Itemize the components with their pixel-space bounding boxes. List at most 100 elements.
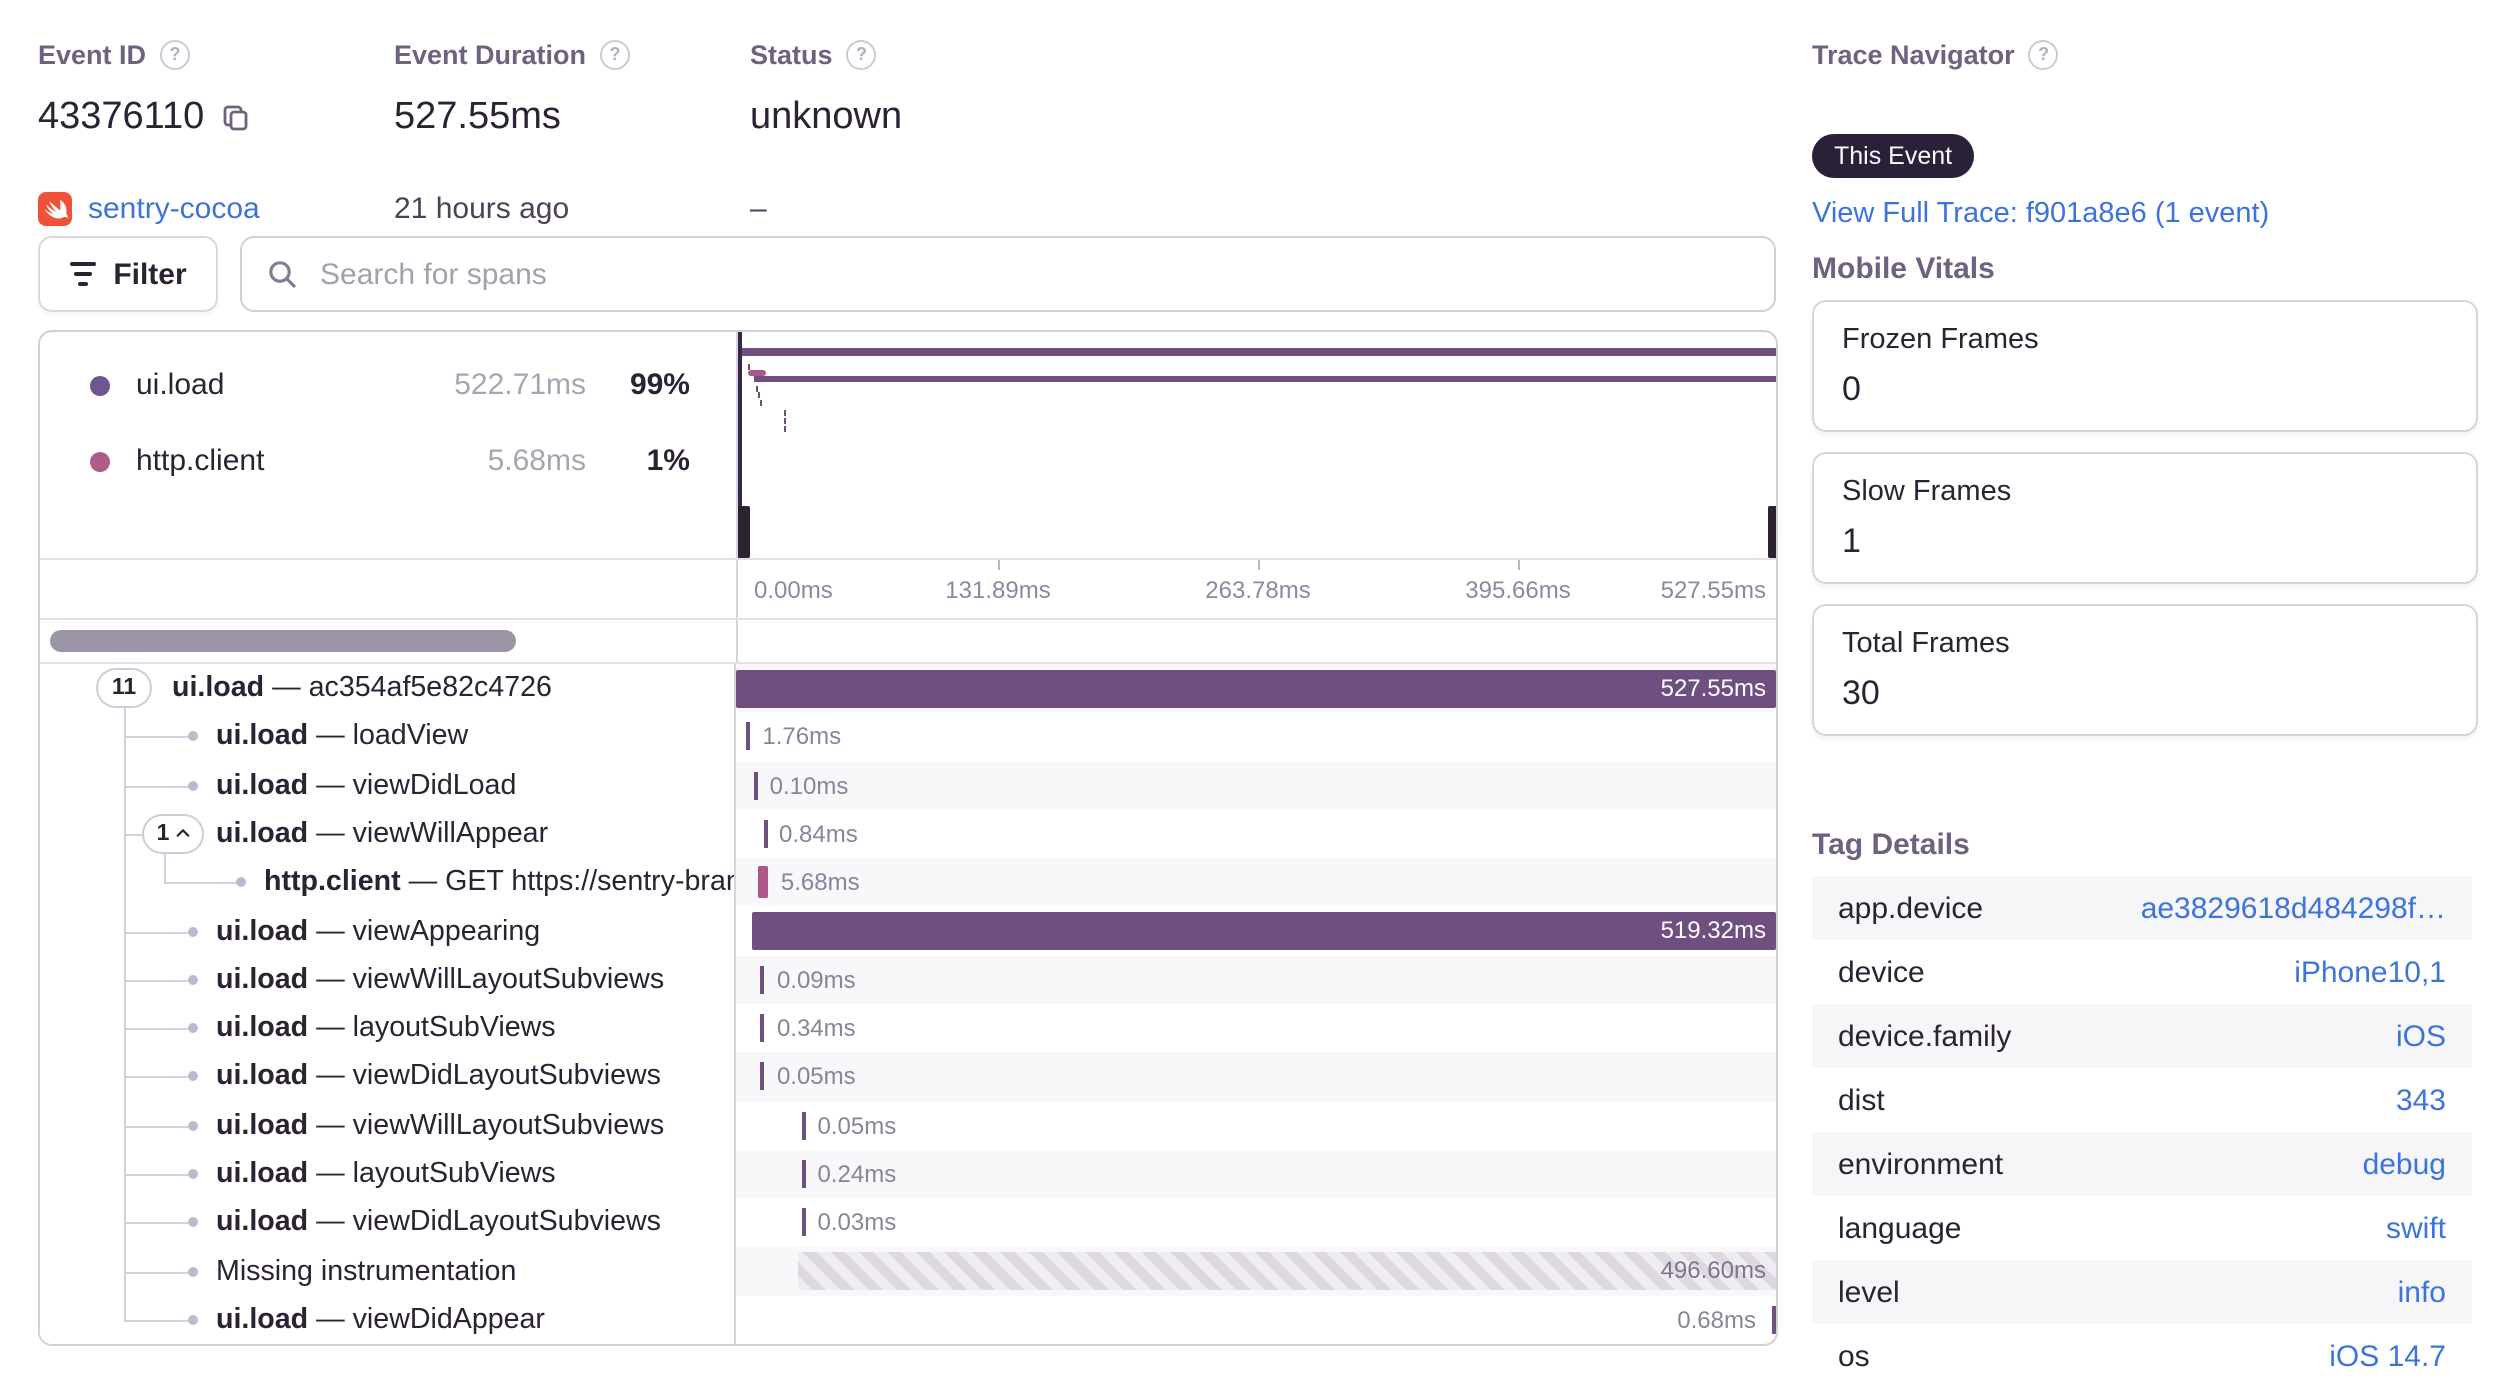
- span-row[interactable]: 11 ui.load — ac354af5e82c4726 527.55ms: [40, 664, 1776, 713]
- span-tree-cell[interactable]: http.client — GET https://sentry-brand.s…: [40, 858, 736, 907]
- span-duration-tick[interactable]: [801, 1159, 806, 1188]
- span-duration-tick[interactable]: [801, 1208, 806, 1237]
- span-waterfall-cell[interactable]: 0.10ms: [736, 761, 1776, 810]
- span-row[interactable]: ui.load — viewDidAppear 0.68ms: [40, 1295, 1776, 1344]
- tag-row: environment debug: [1812, 1132, 2472, 1196]
- span-waterfall-cell[interactable]: 0.24ms: [736, 1149, 1776, 1199]
- view-full-trace-link[interactable]: View Full Trace: f901a8e6 (1 event): [1812, 198, 2270, 230]
- span-duration-tick[interactable]: [1772, 1305, 1776, 1334]
- span-duration-tick[interactable]: [746, 722, 751, 751]
- span-row[interactable]: ui.load — viewAppearing 519.32ms: [40, 906, 1776, 956]
- span-duration-tick[interactable]: [801, 1111, 806, 1140]
- minimap-drag-handle[interactable]: [738, 506, 750, 558]
- span-tree-cell[interactable]: ui.load — viewAppearing: [40, 906, 736, 956]
- tag-row: language swift: [1812, 1196, 2472, 1260]
- tag-value-link[interactable]: iPhone10,1: [2294, 955, 2446, 989]
- span-description: ui.load — loadView: [216, 720, 469, 753]
- span-waterfall-cell[interactable]: 0.68ms: [736, 1295, 1776, 1344]
- span-waterfall-cell[interactable]: 0.34ms: [736, 1004, 1776, 1053]
- span-row[interactable]: ui.load — loadView 1.76ms: [40, 712, 1776, 762]
- tag-value-link[interactable]: iOS 14.7: [2329, 1339, 2446, 1373]
- span-waterfall-cell[interactable]: 0.05ms: [736, 1101, 1776, 1150]
- span-waterfall-cell[interactable]: 0.84ms: [736, 810, 1776, 859]
- span-duration-bar[interactable]: 527.55ms: [736, 669, 1776, 707]
- span-tree-cell[interactable]: 11 ui.load — ac354af5e82c4726: [40, 664, 736, 713]
- span-row[interactable]: ui.load — viewDidLoad 0.10ms: [40, 761, 1776, 810]
- span-row[interactable]: Missing instrumentation 496.60ms: [40, 1246, 1776, 1296]
- span-waterfall-cell[interactable]: 0.09ms: [736, 955, 1776, 1004]
- minimap-drag-handle[interactable]: [1768, 506, 1776, 558]
- tag-value-link[interactable]: info: [2397, 1275, 2446, 1309]
- span-duration-tick[interactable]: [760, 1062, 765, 1091]
- span-tree-cell[interactable]: ui.load — viewWillLayoutSubviews: [40, 955, 736, 1004]
- tag-value-link[interactable]: iOS: [2395, 1019, 2446, 1053]
- span-row[interactable]: ui.load — viewWillLayoutSubviews 0.05ms: [40, 1101, 1776, 1150]
- tag-value-link[interactable]: 343: [2395, 1083, 2446, 1117]
- status-label-text: Status: [750, 40, 833, 70]
- span-duration-tick[interactable]: [753, 771, 758, 800]
- expand-collapse-pill[interactable]: 11: [96, 668, 152, 709]
- span-tree-cell[interactable]: ui.load — layoutSubViews: [40, 1003, 736, 1053]
- project-link[interactable]: sentry-cocoa: [88, 192, 260, 226]
- help-icon[interactable]: ?: [160, 40, 191, 70]
- help-icon[interactable]: ?: [2028, 40, 2059, 70]
- vital-value: 0: [1842, 370, 1861, 408]
- span-waterfall-cell[interactable]: 0.03ms: [736, 1198, 1776, 1247]
- span-row[interactable]: ui.load — viewWillLayoutSubviews 0.09ms: [40, 955, 1776, 1004]
- span-duration-tick[interactable]: [760, 965, 765, 994]
- horizontal-scrollbar[interactable]: [50, 630, 516, 652]
- span-waterfall-cell[interactable]: 0.05ms: [736, 1052, 1776, 1102]
- span-row[interactable]: ui.load — layoutSubViews 0.34ms: [40, 1003, 1776, 1053]
- tag-value-link[interactable]: swift: [2386, 1211, 2446, 1245]
- span-duration-bar[interactable]: 519.32ms: [752, 911, 1776, 950]
- copy-icon[interactable]: [220, 102, 252, 134]
- span-waterfall-cell[interactable]: 519.32ms: [736, 907, 1776, 956]
- span-waterfall-cell[interactable]: 527.55ms: [736, 664, 1776, 713]
- span-duration-label: 0.05ms: [776, 1062, 856, 1091]
- filter-button[interactable]: Filter: [38, 236, 218, 312]
- span-tree-cell[interactable]: ui.load — viewDidLayoutSubviews: [40, 1198, 736, 1247]
- span-duration-label: 0.05ms: [817, 1111, 897, 1140]
- tree-vertical-line: [164, 854, 166, 883]
- span-tree-cell[interactable]: 1 ui.load — viewWillAppear: [40, 809, 736, 859]
- tree-node-dot: [188, 1071, 198, 1082]
- span-waterfall-cell[interactable]: 1.76ms: [736, 713, 1776, 762]
- tag-key: device: [1838, 955, 1925, 989]
- event-id-label-text: Event ID: [38, 40, 147, 70]
- span-tree-cell[interactable]: ui.load — viewDidAppear: [40, 1295, 736, 1344]
- search-input[interactable]: [316, 255, 1750, 293]
- tree-node-dot: [188, 974, 198, 985]
- vital-value: 30: [1842, 674, 1880, 712]
- tag-value-link[interactable]: ae3829618d484298f…: [2140, 891, 2446, 925]
- expand-collapse-pill[interactable]: 1: [142, 813, 204, 854]
- vital-label: Slow Frames: [1842, 476, 2012, 508]
- help-icon[interactable]: ?: [600, 40, 631, 70]
- span-tree-cell[interactable]: ui.load — viewDidLoad: [40, 761, 736, 810]
- span-row[interactable]: http.client — GET https://sentry-brand.s…: [40, 858, 1776, 907]
- span-waterfall-cell[interactable]: 496.60ms: [736, 1246, 1776, 1296]
- minimap-viewport-edge[interactable]: [1776, 332, 1778, 558]
- span-duration-tick[interactable]: [758, 866, 769, 899]
- tree-scroll-row: [40, 620, 1776, 664]
- span-row[interactable]: ui.load — viewDidLayoutSubviews 0.05ms: [40, 1052, 1776, 1102]
- span-row[interactable]: ui.load — layoutSubViews 0.24ms: [40, 1149, 1776, 1199]
- span-row[interactable]: ui.load — viewDidLayoutSubviews 0.03ms: [40, 1198, 1776, 1247]
- minimap-span-mark: [757, 392, 761, 398]
- help-icon[interactable]: ?: [846, 40, 877, 70]
- span-row[interactable]: 1 ui.load — viewWillAppear 0.84ms: [40, 809, 1776, 859]
- tag-value-link[interactable]: debug: [2362, 1147, 2446, 1181]
- tag-row: os iOS 14.7: [1812, 1324, 2472, 1388]
- span-tree-cell[interactable]: ui.load — loadView: [40, 712, 736, 762]
- span-tree-cell[interactable]: ui.load — viewWillLayoutSubviews: [40, 1101, 736, 1150]
- span-waterfall-cell[interactable]: 5.68ms: [736, 858, 1776, 907]
- span-duration-tick[interactable]: [760, 1013, 765, 1042]
- missing-instrumentation-bar[interactable]: 496.60ms: [797, 1251, 1776, 1290]
- trace-navigator-label: Trace Navigator ?: [1812, 40, 2480, 70]
- trace-minimap[interactable]: [736, 332, 1778, 558]
- span-tree-cell[interactable]: Missing instrumentation: [40, 1246, 736, 1296]
- span-tree-cell[interactable]: ui.load — layoutSubViews: [40, 1149, 736, 1199]
- span-tree-cell[interactable]: ui.load — viewDidLayoutSubviews: [40, 1052, 736, 1102]
- minimap-viewport-edge[interactable]: [738, 332, 742, 558]
- span-duration-tick[interactable]: [763, 819, 768, 848]
- tag-details-table: app.device ae3829618d484298f… device iPhone…: [1812, 876, 2472, 1388]
